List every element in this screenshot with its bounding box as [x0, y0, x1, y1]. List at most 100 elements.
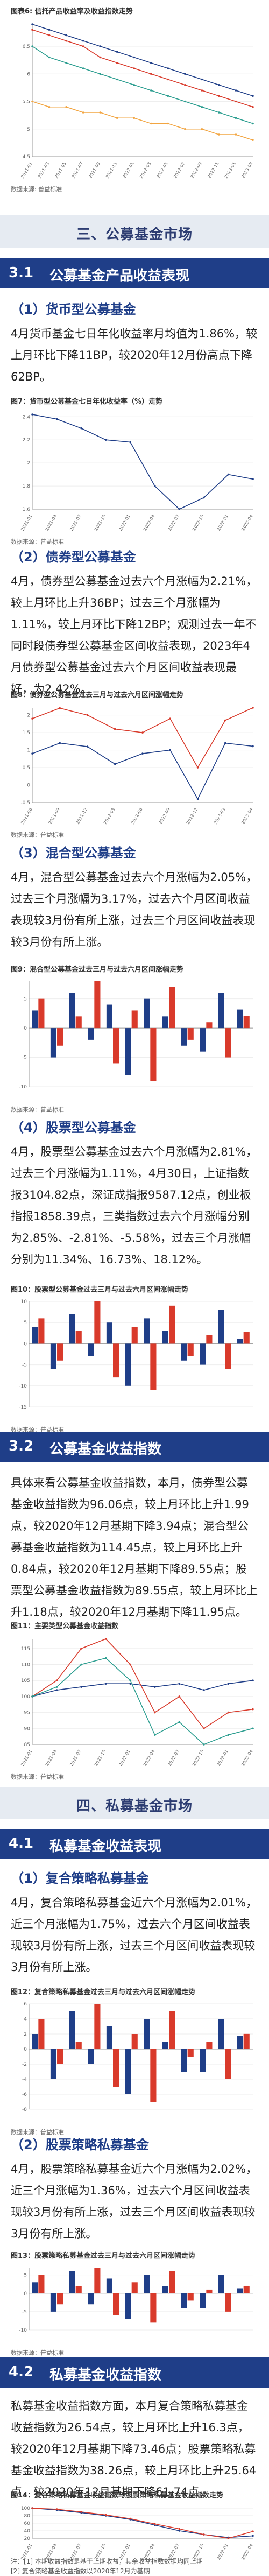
subsection-number: 4.1	[9, 1835, 34, 1852]
bar	[150, 2049, 157, 2102]
subsection-4-1: 4.1 私募基金收益表现	[0, 1829, 269, 1859]
y-tick-label: 5.5	[23, 100, 30, 105]
chart-fig12: -8 -6 -4 -2 0 2 4 6	[11, 1998, 258, 2122]
data-point	[153, 1734, 156, 1736]
x-tick-label: 2023-04	[240, 514, 254, 532]
data-point	[55, 2508, 58, 2510]
y-tick-label: -2	[22, 2062, 27, 2067]
x-tick-label: 2021-10	[94, 1749, 107, 1767]
data-point	[55, 1686, 58, 1688]
y-tick-label: 90	[24, 1726, 31, 1732]
x-tick-label: 2021-12	[75, 807, 89, 825]
data-point	[116, 51, 118, 53]
data-point	[129, 1679, 132, 1682]
data-point	[129, 2517, 132, 2520]
bar	[32, 1010, 38, 1029]
y-tick-label: 110	[21, 1663, 30, 1668]
data-point	[218, 133, 220, 136]
bar	[200, 1028, 206, 1052]
data-point	[31, 29, 33, 31]
y-tick-label: 4.5	[23, 154, 30, 160]
x-tick-label: 2022-01	[122, 161, 135, 179]
figure-title: 图9：混合型公募基金过去三月与过去六月区间涨幅走势	[11, 966, 184, 974]
data-point	[104, 2514, 107, 2516]
subsection-3-1: 3.1 公募基金产品收益表现	[0, 258, 269, 288]
data-point	[252, 1679, 254, 1682]
y-tick-label: 1	[27, 748, 30, 754]
data-point	[196, 766, 199, 769]
y-tick-label: 105	[21, 1678, 30, 1684]
y-tick-label: -10	[19, 1085, 27, 1090]
data-point	[196, 798, 199, 800]
data-point	[227, 473, 230, 476]
x-tick-label: 2022-10	[192, 514, 205, 532]
bar	[169, 2011, 175, 2049]
x-tick-label: 2021-09	[47, 807, 61, 825]
figure-title: 图13：股票策略私募基金过去三月与过去六月区间涨幅走势	[11, 2252, 196, 2260]
bar	[50, 1343, 56, 1369]
data-point	[235, 100, 237, 103]
data-point	[82, 39, 84, 42]
bar	[131, 2034, 138, 2049]
data-point	[235, 89, 237, 92]
paragraph-money-fund: 4月货币基金七日年化收益率月均值为1.86%，较上月环比下降11BP，较2020…	[11, 327, 258, 383]
heading-mixed-fund: （3）混合型公募基金	[11, 846, 136, 861]
data-point	[129, 441, 132, 444]
series-line	[32, 2508, 253, 2538]
y-tick-label: 4	[24, 2017, 27, 2022]
bar	[243, 2033, 250, 2049]
y-tick-label: 6	[24, 2002, 27, 2007]
figure-title: 图12：复合策略私募基金过去三月与过去六月区间涨幅走势	[11, 1988, 196, 1996]
figure-title: 图表6: 信托产品收益率及收益指数走势	[11, 8, 133, 16]
figure-title: 图7：货币型公募基金七日年化收益率（%）走势	[11, 398, 163, 406]
figure-source: 数据来源：普益标准	[11, 1773, 64, 1780]
x-tick-label: 2021-04	[45, 514, 58, 532]
y-tick-label: -10	[19, 2328, 27, 2333]
y-tick-label: -6	[22, 2092, 27, 2098]
bar	[131, 2282, 138, 2293]
paragraph-compound-pe: 4月，复合策略私募基金近六个月涨幅为2.01%，近三个月涨幅为1.75%，过去六…	[11, 1896, 258, 1974]
data-point	[178, 1721, 181, 1723]
bar	[88, 2049, 94, 2064]
figure-title: 图11：主要类型公募基金收益指数	[11, 1622, 119, 1630]
figure-13: 图13：股票策略私募基金过去三月与过去六月区间涨幅走势 -10 -5 0 5 数据来源…	[11, 2250, 258, 2357]
chart-fig6: 4.5 5 5.5 6 6.5 2021-01 2021-03 2021-05 2021-07 2…	[11, 18, 258, 179]
bar	[69, 1314, 75, 1344]
figure-source: 数据来源：普益标准	[11, 1106, 64, 1113]
section-title: 三、公募基金市场	[76, 227, 193, 243]
data-point	[141, 752, 144, 755]
x-tick-label: 2023-01	[224, 161, 237, 179]
bar	[94, 2268, 101, 2293]
data-point	[184, 128, 186, 130]
heading-stock-fund: （4）股票型公募基金	[11, 1120, 136, 1135]
y-tick-label: 10	[21, 1299, 27, 1305]
y-tick-label: 0	[24, 2291, 27, 2297]
data-point	[203, 1689, 205, 1691]
data-point	[178, 1683, 181, 1685]
series-line	[32, 1657, 253, 1745]
data-point	[86, 714, 89, 716]
series-line	[32, 742, 253, 800]
subsection-title: 私募基金收益表现	[49, 1839, 162, 1855]
bar	[237, 1009, 243, 1029]
data-point	[65, 39, 67, 42]
bar	[169, 987, 175, 1029]
y-tick-label: 100	[21, 2506, 30, 2511]
y-tick-label: 1.5	[23, 730, 30, 736]
y-tick-label: 1.6	[23, 507, 31, 512]
data-point	[133, 83, 136, 86]
data-point	[104, 1638, 107, 1640]
section-title: 四、私募基金市场	[76, 1798, 193, 1814]
series-line	[32, 101, 253, 141]
x-tick-label: 2022-11	[207, 161, 220, 179]
y-tick-label: 20	[24, 2536, 31, 2542]
bar	[181, 1343, 187, 1361]
bar	[162, 2286, 168, 2293]
bar	[200, 2049, 206, 2072]
figure-source: 数据来源：普益标准	[11, 832, 64, 839]
bar	[187, 2049, 194, 2057]
data-point	[252, 2530, 254, 2533]
bar	[200, 1343, 206, 1365]
y-tick-label: 2.4	[23, 414, 31, 420]
data-point	[252, 105, 254, 108]
